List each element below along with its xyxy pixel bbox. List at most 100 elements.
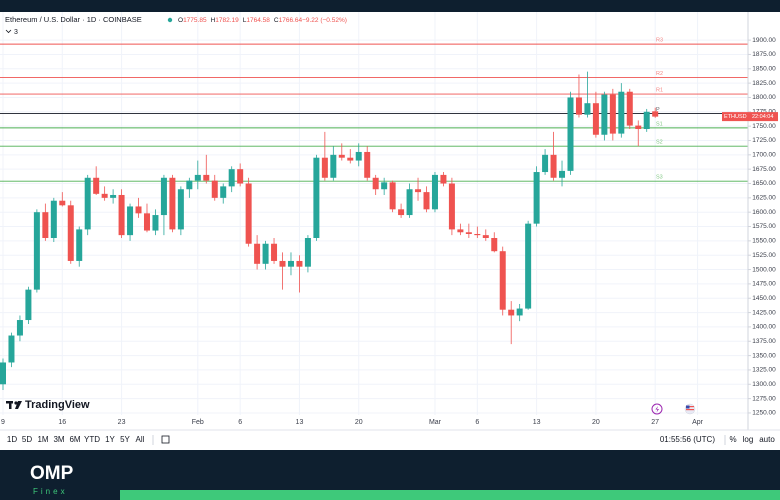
candle-body xyxy=(262,243,269,264)
collapse-chevron[interactable] xyxy=(5,29,12,34)
candle-body xyxy=(237,169,244,184)
range-button[interactable]: YTD xyxy=(84,435,100,444)
candle-body xyxy=(220,186,227,198)
status-dot xyxy=(167,17,173,23)
ohlc-value: 1764.58 xyxy=(246,17,270,24)
flag-stripe xyxy=(686,409,694,411)
candle-body xyxy=(279,260,286,267)
top-band xyxy=(0,0,780,12)
x-tick-label: Feb xyxy=(192,419,204,426)
candle-body xyxy=(609,94,616,134)
brand-name: OMP xyxy=(30,463,74,484)
candle-body xyxy=(389,182,396,210)
y-tick-label: 1850.00 xyxy=(752,66,776,73)
level-label: S1 xyxy=(656,121,663,127)
range-button[interactable]: 6M xyxy=(69,435,80,444)
candle-body xyxy=(296,260,303,267)
candle-body xyxy=(372,177,379,190)
candle-body xyxy=(152,215,159,231)
range-button[interactable]: 1M xyxy=(37,435,48,444)
range-button[interactable]: 5D xyxy=(22,435,32,444)
candle-body xyxy=(160,177,167,216)
candle-body xyxy=(228,169,235,187)
range-button[interactable]: All xyxy=(136,435,145,444)
x-tick-label: 16 xyxy=(58,419,66,426)
y-tick-label: 1725.00 xyxy=(752,137,776,144)
logo-stem xyxy=(9,401,12,409)
y-tick-label: 1900.00 xyxy=(752,37,776,44)
y-tick-label: 1425.00 xyxy=(752,309,776,316)
y-tick-label: 1625.00 xyxy=(752,195,776,202)
candle-body xyxy=(110,194,117,198)
candle-body xyxy=(203,174,210,181)
candle-body xyxy=(508,309,515,316)
indicator-count[interactable]: 3 xyxy=(14,29,18,36)
range-button[interactable]: 3M xyxy=(53,435,64,444)
candle-body xyxy=(575,97,582,115)
candle-body xyxy=(84,177,91,230)
y-tick-label: 1325.00 xyxy=(752,367,776,374)
candle-body xyxy=(42,212,49,239)
range-button[interactable]: 5Y xyxy=(120,435,130,444)
candle-body xyxy=(584,103,591,115)
candle-body xyxy=(245,183,252,244)
candle-body xyxy=(533,172,540,224)
candle-body xyxy=(525,223,532,309)
y-tick-label: 1775.00 xyxy=(752,109,776,116)
level-label: S2 xyxy=(656,140,663,146)
flag-canton xyxy=(686,405,690,409)
ohlc-key: O xyxy=(178,17,183,24)
y-tick-label: 1250.00 xyxy=(752,410,776,417)
x-tick-label: 23 xyxy=(118,419,126,426)
y-tick-label: 1450.00 xyxy=(752,295,776,302)
candle-body xyxy=(601,94,608,135)
candle-body xyxy=(440,174,447,184)
brand-sub: Finex xyxy=(33,487,68,496)
logo-dot xyxy=(14,401,18,405)
range-button[interactable]: 1Y xyxy=(105,435,115,444)
scale-option[interactable]: log xyxy=(743,435,754,444)
flag-stripe xyxy=(686,406,694,408)
candle-body xyxy=(101,193,108,198)
scale-option[interactable]: auto xyxy=(759,435,775,444)
candle-body xyxy=(381,182,388,190)
candle-body xyxy=(67,205,74,261)
candle-body xyxy=(211,180,218,198)
calendar-icon[interactable] xyxy=(161,435,170,444)
ohlc-value: −9.22 (−0.52%) xyxy=(302,17,347,24)
candle-body xyxy=(33,212,40,290)
ohlc-key: H xyxy=(211,17,216,24)
x-tick-label: 20 xyxy=(355,419,363,426)
scale-option[interactable]: % xyxy=(729,435,736,444)
event-icon[interactable] xyxy=(651,403,663,415)
clock: 01:55:56 (UTC) xyxy=(660,435,715,444)
x-tick-label: 27 xyxy=(651,419,659,426)
candle-body xyxy=(398,209,405,216)
level-label: S3 xyxy=(656,175,663,181)
candle-body xyxy=(313,157,320,239)
y-tick-label: 1525.00 xyxy=(752,252,776,259)
ohlc-value: 1775.85 xyxy=(183,17,207,24)
candle-body xyxy=(415,189,422,193)
candle-body xyxy=(304,238,311,267)
level-label: P xyxy=(656,107,660,113)
candle-body xyxy=(186,180,193,190)
candle-body xyxy=(16,320,23,336)
x-tick-label: 13 xyxy=(296,419,304,426)
candle-body xyxy=(118,194,125,236)
range-button[interactable]: 1D xyxy=(7,435,17,444)
y-tick-label: 1350.00 xyxy=(752,352,776,359)
candle-body xyxy=(491,238,498,252)
candle-body xyxy=(127,206,134,236)
candle-body xyxy=(287,260,294,267)
ohlc-key: C xyxy=(274,17,279,24)
y-tick-label: 1825.00 xyxy=(752,80,776,87)
ohlc-key: L xyxy=(243,17,247,24)
y-tick-label: 1375.00 xyxy=(752,338,776,345)
price-tag xyxy=(722,112,778,122)
candle-body xyxy=(626,91,633,126)
candle-body xyxy=(50,200,57,239)
candle-body xyxy=(177,189,184,230)
candle-body xyxy=(567,97,574,171)
